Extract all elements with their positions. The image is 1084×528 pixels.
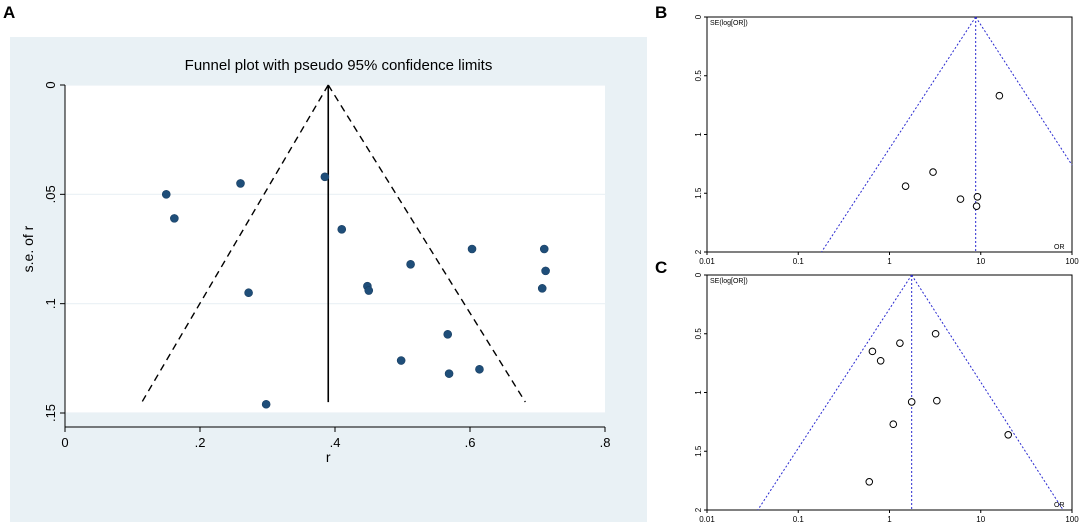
chart-b-x-label: OR bbox=[1054, 244, 1065, 251]
chart-c-point bbox=[931, 329, 940, 338]
chart-c-point bbox=[868, 347, 877, 356]
chart-c: 0 0.5 1 1.5 2 0.01 0.1 1 10 100 SE(log[OR]) OR bbox=[694, 272, 1079, 524]
chart-a-x-tick-label: 0 bbox=[61, 435, 68, 450]
chart-b-point bbox=[995, 91, 1004, 100]
chart-a-point bbox=[337, 225, 347, 234]
panel-label-b: B bbox=[655, 3, 668, 22]
chart-b-x-tick-label: 10 bbox=[976, 257, 985, 266]
chart-a-point bbox=[244, 288, 253, 298]
chart-c-point bbox=[1004, 431, 1013, 439]
chart-c-x-tick-label: 0.1 bbox=[793, 515, 805, 524]
chart-c-y-tick-label: 0 bbox=[694, 272, 703, 277]
chart-c-x-tick-label: 1 bbox=[887, 515, 892, 524]
chart-c-x-tick-label: 100 bbox=[1065, 515, 1079, 524]
chart-c-point bbox=[907, 398, 916, 406]
chart-a-point bbox=[396, 356, 406, 365]
chart-a-ci-left bbox=[141, 84, 329, 403]
chart-b-x-tick-label: 1 bbox=[887, 257, 892, 266]
chart-a-x-tick-label: .6 bbox=[465, 435, 476, 450]
chart-b: 0 0.5 1 1.5 2 0.01 0.1 1 10 100 SE(log[OR]) OR bbox=[694, 14, 1079, 266]
chart-a-point bbox=[444, 369, 454, 378]
chart-a-x-tick-label: .8 bbox=[600, 435, 611, 450]
panel-label-a: A bbox=[3, 3, 16, 22]
chart-c-point bbox=[933, 396, 941, 405]
chart-a: Funnel plot with pseudo 95% confidence l… bbox=[10, 37, 647, 522]
chart-c-ci-right bbox=[911, 274, 1064, 511]
chart-a-plot-area bbox=[65, 85, 605, 413]
chart-c-point bbox=[865, 478, 874, 486]
chart-a-title: Funnel plot with pseudo 95% confidence l… bbox=[185, 57, 493, 74]
chart-b-y-label: SE(log[OR]) bbox=[710, 20, 748, 27]
chart-b-x-tick-label: 0.01 bbox=[699, 257, 715, 266]
chart-b-y-tick-label: 1 bbox=[694, 132, 703, 137]
chart-c-ci-left bbox=[757, 274, 913, 511]
chart-b-point bbox=[972, 202, 981, 210]
chart-a-point bbox=[541, 266, 550, 276]
chart-a-y-label: s.e. of r bbox=[20, 225, 36, 272]
chart-c-y-tick-label: 1.5 bbox=[694, 445, 703, 457]
chart-a-point bbox=[364, 286, 374, 295]
chart-b-x-tick-label: 0.1 bbox=[793, 257, 805, 266]
chart-a-point bbox=[261, 399, 271, 409]
chart-b-x-tick-label: 100 bbox=[1065, 257, 1079, 266]
chart-a-point bbox=[539, 244, 549, 254]
chart-b-point bbox=[929, 168, 937, 176]
chart-b-y-tick-label: 2 bbox=[694, 249, 703, 254]
chart-c-y-tick-label: 1 bbox=[694, 390, 703, 395]
chart-c-point bbox=[889, 420, 898, 429]
chart-a-y-tick-label: .1 bbox=[43, 298, 58, 309]
chart-b-frame bbox=[706, 16, 1073, 253]
chart-a-point bbox=[467, 244, 477, 254]
chart-a-y-tick-label: 0 bbox=[43, 81, 58, 88]
chart-a-x-tick-label: .2 bbox=[195, 435, 206, 450]
chart-a-y-tick-label: .15 bbox=[43, 404, 58, 422]
chart-c-point bbox=[876, 356, 885, 365]
chart-a-y-tick-label: .05 bbox=[43, 185, 58, 203]
chart-b-ci-right bbox=[975, 16, 1073, 166]
chart-b-y-tick-label: 1.5 bbox=[694, 187, 703, 199]
chart-c-x-tick-label: 10 bbox=[976, 515, 985, 524]
chart-b-y-tick-label: 0.5 bbox=[694, 70, 703, 82]
chart-a-x-label: r bbox=[326, 449, 331, 465]
chart-b-point bbox=[956, 195, 965, 203]
chart-c-y-label: SE(log[OR]) bbox=[710, 278, 748, 285]
chart-b-point bbox=[901, 182, 910, 190]
chart-a-point bbox=[236, 179, 245, 188]
panel-label-c: C bbox=[655, 258, 668, 277]
chart-b-point bbox=[973, 192, 982, 201]
chart-c-frame bbox=[706, 274, 1073, 511]
chart-a-point bbox=[320, 172, 330, 182]
chart-c-y-tick-label: 2 bbox=[694, 507, 703, 512]
chart-a-point bbox=[161, 190, 171, 199]
chart-c-point bbox=[896, 339, 904, 347]
chart-a-x-tick-label: .4 bbox=[330, 435, 341, 450]
chart-c-y-tick-label: 0.5 bbox=[694, 328, 703, 340]
chart-c-x-label: OR bbox=[1054, 502, 1065, 509]
chart-a-ci-right bbox=[327, 84, 526, 403]
chart-a-point bbox=[170, 214, 179, 223]
chart-a-point bbox=[475, 364, 484, 374]
chart-b-ci-left bbox=[821, 16, 977, 253]
chart-a-point bbox=[406, 260, 415, 269]
chart-a-point bbox=[443, 329, 453, 339]
chart-b-y-tick-label: 0 bbox=[694, 14, 703, 19]
chart-c-x-tick-label: 0.01 bbox=[699, 515, 715, 524]
chart-a-point bbox=[537, 284, 547, 293]
